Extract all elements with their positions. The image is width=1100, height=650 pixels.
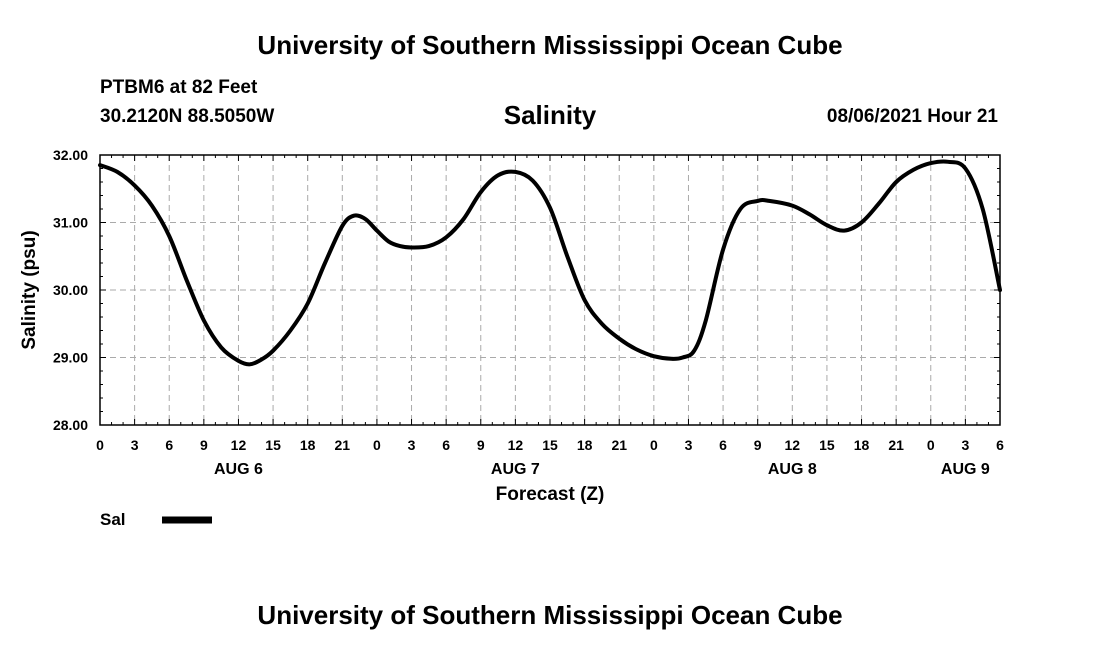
x-tick-label: 0 (650, 437, 658, 453)
x-tick-label: 21 (335, 437, 351, 453)
y-tick-label: 29.00 (53, 350, 88, 366)
x-tick-label: 21 (888, 437, 904, 453)
x-tick-label: 15 (265, 437, 281, 453)
footer-title: University of Southern Mississippi Ocean… (257, 600, 843, 630)
x-tick-label: 0 (927, 437, 935, 453)
x-tick-label: 6 (165, 437, 173, 453)
x-tick-label: 3 (408, 437, 416, 453)
y-tick-label: 32.00 (53, 147, 88, 163)
x-tick-label: 6 (996, 437, 1004, 453)
grid (100, 155, 1000, 425)
x-tick-label: 12 (508, 437, 524, 453)
x-axis-label: Forecast (Z) (496, 484, 605, 505)
x-tick-label: 12 (785, 437, 801, 453)
x-tick-label: 6 (442, 437, 450, 453)
x-tick-label: 15 (542, 437, 558, 453)
chart-title: Salinity (503, 100, 597, 130)
x-tick-label: 0 (373, 437, 381, 453)
x-tick-label: 9 (477, 437, 485, 453)
x-tick-label: 6 (719, 437, 727, 453)
x-tick-label: 12 (231, 437, 247, 453)
y-axis-label: Salinity (psu) (19, 230, 40, 349)
x-tick-label: 9 (200, 437, 208, 453)
day-label: AUG 9 (941, 461, 990, 478)
axis-tick-labels: 0 3 6 9 12 15 18 21 0 3 6 9 12 15 18 21 0 3 6 9 12 15 18 21 0 3 6 2… (53, 147, 1004, 478)
x-tick-label: 3 (961, 437, 969, 453)
y-tick-label: 28.00 (53, 417, 88, 433)
x-tick-label: 15 (819, 437, 835, 453)
x-tick-label: 18 (300, 437, 316, 453)
x-tick-label: 18 (577, 437, 593, 453)
x-tick-label: 18 (854, 437, 870, 453)
plot-frame (99, 154, 1001, 426)
forecast-datetime: 08/06/2021 Hour 21 (826, 106, 998, 127)
legend-label: Sal (100, 510, 126, 529)
day-label: AUG 6 (214, 461, 263, 478)
y-tick-label: 30.00 (53, 282, 88, 298)
day-label: AUG 8 (768, 461, 817, 478)
station-label: PTBM6 at 82 Feet (100, 77, 258, 98)
x-tick-label: 21 (611, 437, 627, 453)
x-tick-label: 9 (754, 437, 762, 453)
station-coordinates: 30.2120N 88.5050W (100, 106, 275, 127)
salinity-series-line (98, 159, 1002, 367)
page-title: University of Southern Mississippi Ocean… (257, 30, 843, 60)
y-tick-label: 31.00 (53, 215, 88, 231)
day-label: AUG 7 (491, 461, 540, 478)
x-tick-label: 0 (96, 437, 104, 453)
x-tick-label: 3 (131, 437, 139, 453)
x-tick-label: 3 (685, 437, 693, 453)
